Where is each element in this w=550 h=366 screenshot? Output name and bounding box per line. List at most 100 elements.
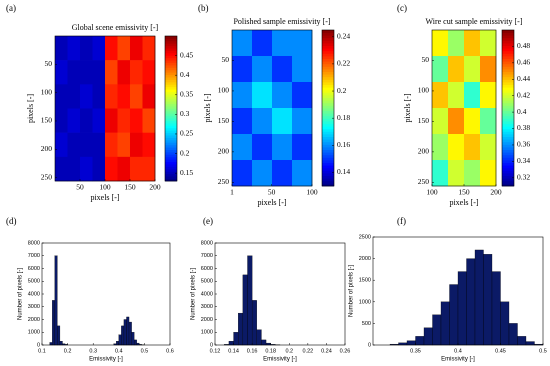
colorbar-step — [322, 63, 334, 67]
colorbar-step — [322, 131, 334, 135]
colorbar-step — [322, 123, 334, 127]
colorbar-step — [502, 35, 514, 39]
colorbar-tick-label: 0.42 — [517, 90, 530, 99]
y-tick-label: 8000 — [201, 240, 213, 246]
colorbar-step — [502, 152, 514, 156]
colorbar-step — [322, 152, 334, 156]
colorbar-step — [322, 118, 334, 122]
x-tick-label: 0.12 — [210, 348, 221, 354]
colorbar-tick-label: 0.46 — [517, 58, 530, 67]
colorbar-step — [502, 136, 514, 140]
colorbar-step — [502, 58, 514, 62]
colorbar-step — [502, 175, 514, 179]
colorbar-step — [322, 35, 334, 39]
colorbar-step — [165, 108, 177, 112]
x-tick-label: 200 — [490, 188, 502, 197]
heat-cell — [272, 82, 293, 109]
panel-label: (f) — [397, 216, 406, 226]
colorbar-step — [165, 86, 177, 90]
colorbar-tick-label: 0.44 — [517, 74, 530, 83]
heat-cell — [432, 30, 449, 57]
y-tick-label: 500 — [362, 321, 371, 327]
colorbar-step — [165, 164, 177, 167]
x-tick-label: 0.3 — [89, 348, 97, 354]
colorbar-step — [322, 141, 334, 145]
colorbar-step — [322, 147, 334, 150]
colorbar-step — [165, 149, 177, 153]
colorbar-step — [322, 154, 334, 158]
heat-cell — [105, 132, 118, 158]
histogram-bar — [415, 336, 425, 346]
histogram-bar — [474, 249, 484, 346]
colorbar-tick-label: 0.16 — [337, 140, 350, 149]
colorbar-step — [165, 154, 177, 158]
x-tick-label: 0.4 — [454, 348, 462, 354]
heat-cell — [92, 132, 106, 158]
heat-cell — [117, 108, 131, 133]
colorbar-step — [322, 128, 334, 132]
colorbar-step — [322, 58, 334, 62]
colorbar-step — [502, 160, 514, 163]
colorbar-step — [502, 131, 514, 135]
heat-cell — [292, 134, 313, 161]
x-tick-label: 50 — [268, 188, 276, 197]
colorbar-step — [502, 61, 514, 65]
colorbar-tick-label: 0.3 — [180, 109, 190, 118]
plot-frame — [231, 29, 313, 187]
colorbar-step — [322, 105, 334, 109]
histogram-bar — [508, 323, 518, 346]
y-axis-label: pixels [-] — [403, 93, 412, 122]
heat-cell — [292, 160, 313, 187]
x-tick-label: 0.14 — [228, 348, 239, 354]
colorbar-step — [322, 180, 334, 184]
heat-cell — [448, 134, 465, 161]
heat-cell — [480, 82, 497, 109]
y-tick-label: 150 — [418, 116, 430, 125]
colorbar-step — [322, 37, 334, 41]
colorbar-tick-label: 0.22 — [337, 59, 350, 68]
heat-cell — [448, 108, 465, 135]
heat-cell — [80, 36, 93, 61]
heat-cell — [464, 160, 481, 187]
colorbar-step — [502, 45, 514, 49]
colorbar-tick-label: 0.24 — [337, 32, 350, 41]
y-tick-label: 1000 — [359, 299, 371, 305]
heat-cell — [67, 132, 81, 158]
x-tick-label: 0.5 — [539, 348, 547, 354]
colorbar-step — [165, 101, 177, 105]
histogram-bar — [134, 339, 137, 346]
colorbar-step — [502, 149, 514, 153]
y-tick-label: 2000 — [28, 317, 40, 323]
x-tick-label: 0.2 — [64, 348, 72, 354]
colorbar-step — [502, 82, 514, 85]
y-tick-label: 150 — [218, 116, 230, 125]
heat-cell — [67, 108, 81, 133]
colorbar-tick-label: 0.32 — [517, 173, 530, 182]
colorbar-step — [165, 132, 177, 136]
y-axis-label: Number of pixels [-] — [18, 268, 24, 320]
colorbar-step — [165, 125, 177, 129]
colorbar-tick-label: 0.25 — [180, 129, 193, 138]
heat-cell — [272, 30, 293, 57]
colorbar-step — [165, 147, 177, 150]
colorbar-step — [502, 66, 514, 70]
heat-cell — [105, 108, 118, 133]
histogram-bar — [466, 258, 476, 346]
colorbar-frame — [501, 29, 515, 187]
colorbar-step — [322, 56, 334, 59]
histogram-bar — [49, 342, 53, 346]
histogram-bar — [251, 300, 257, 346]
colorbar-step — [165, 79, 177, 83]
colorbar-step — [322, 175, 334, 179]
colorbar-step — [165, 55, 177, 59]
colorbar-step — [165, 98, 177, 102]
heat-cell — [480, 160, 497, 187]
y-tick-label: 250 — [418, 177, 430, 186]
y-tick-label: 7000 — [201, 253, 213, 259]
heat-cell — [80, 132, 93, 158]
histogram-bar — [423, 327, 433, 346]
x-tick-label: 0.6 — [166, 348, 174, 354]
colorbar-step — [165, 120, 177, 124]
colorbar-step — [502, 37, 514, 41]
